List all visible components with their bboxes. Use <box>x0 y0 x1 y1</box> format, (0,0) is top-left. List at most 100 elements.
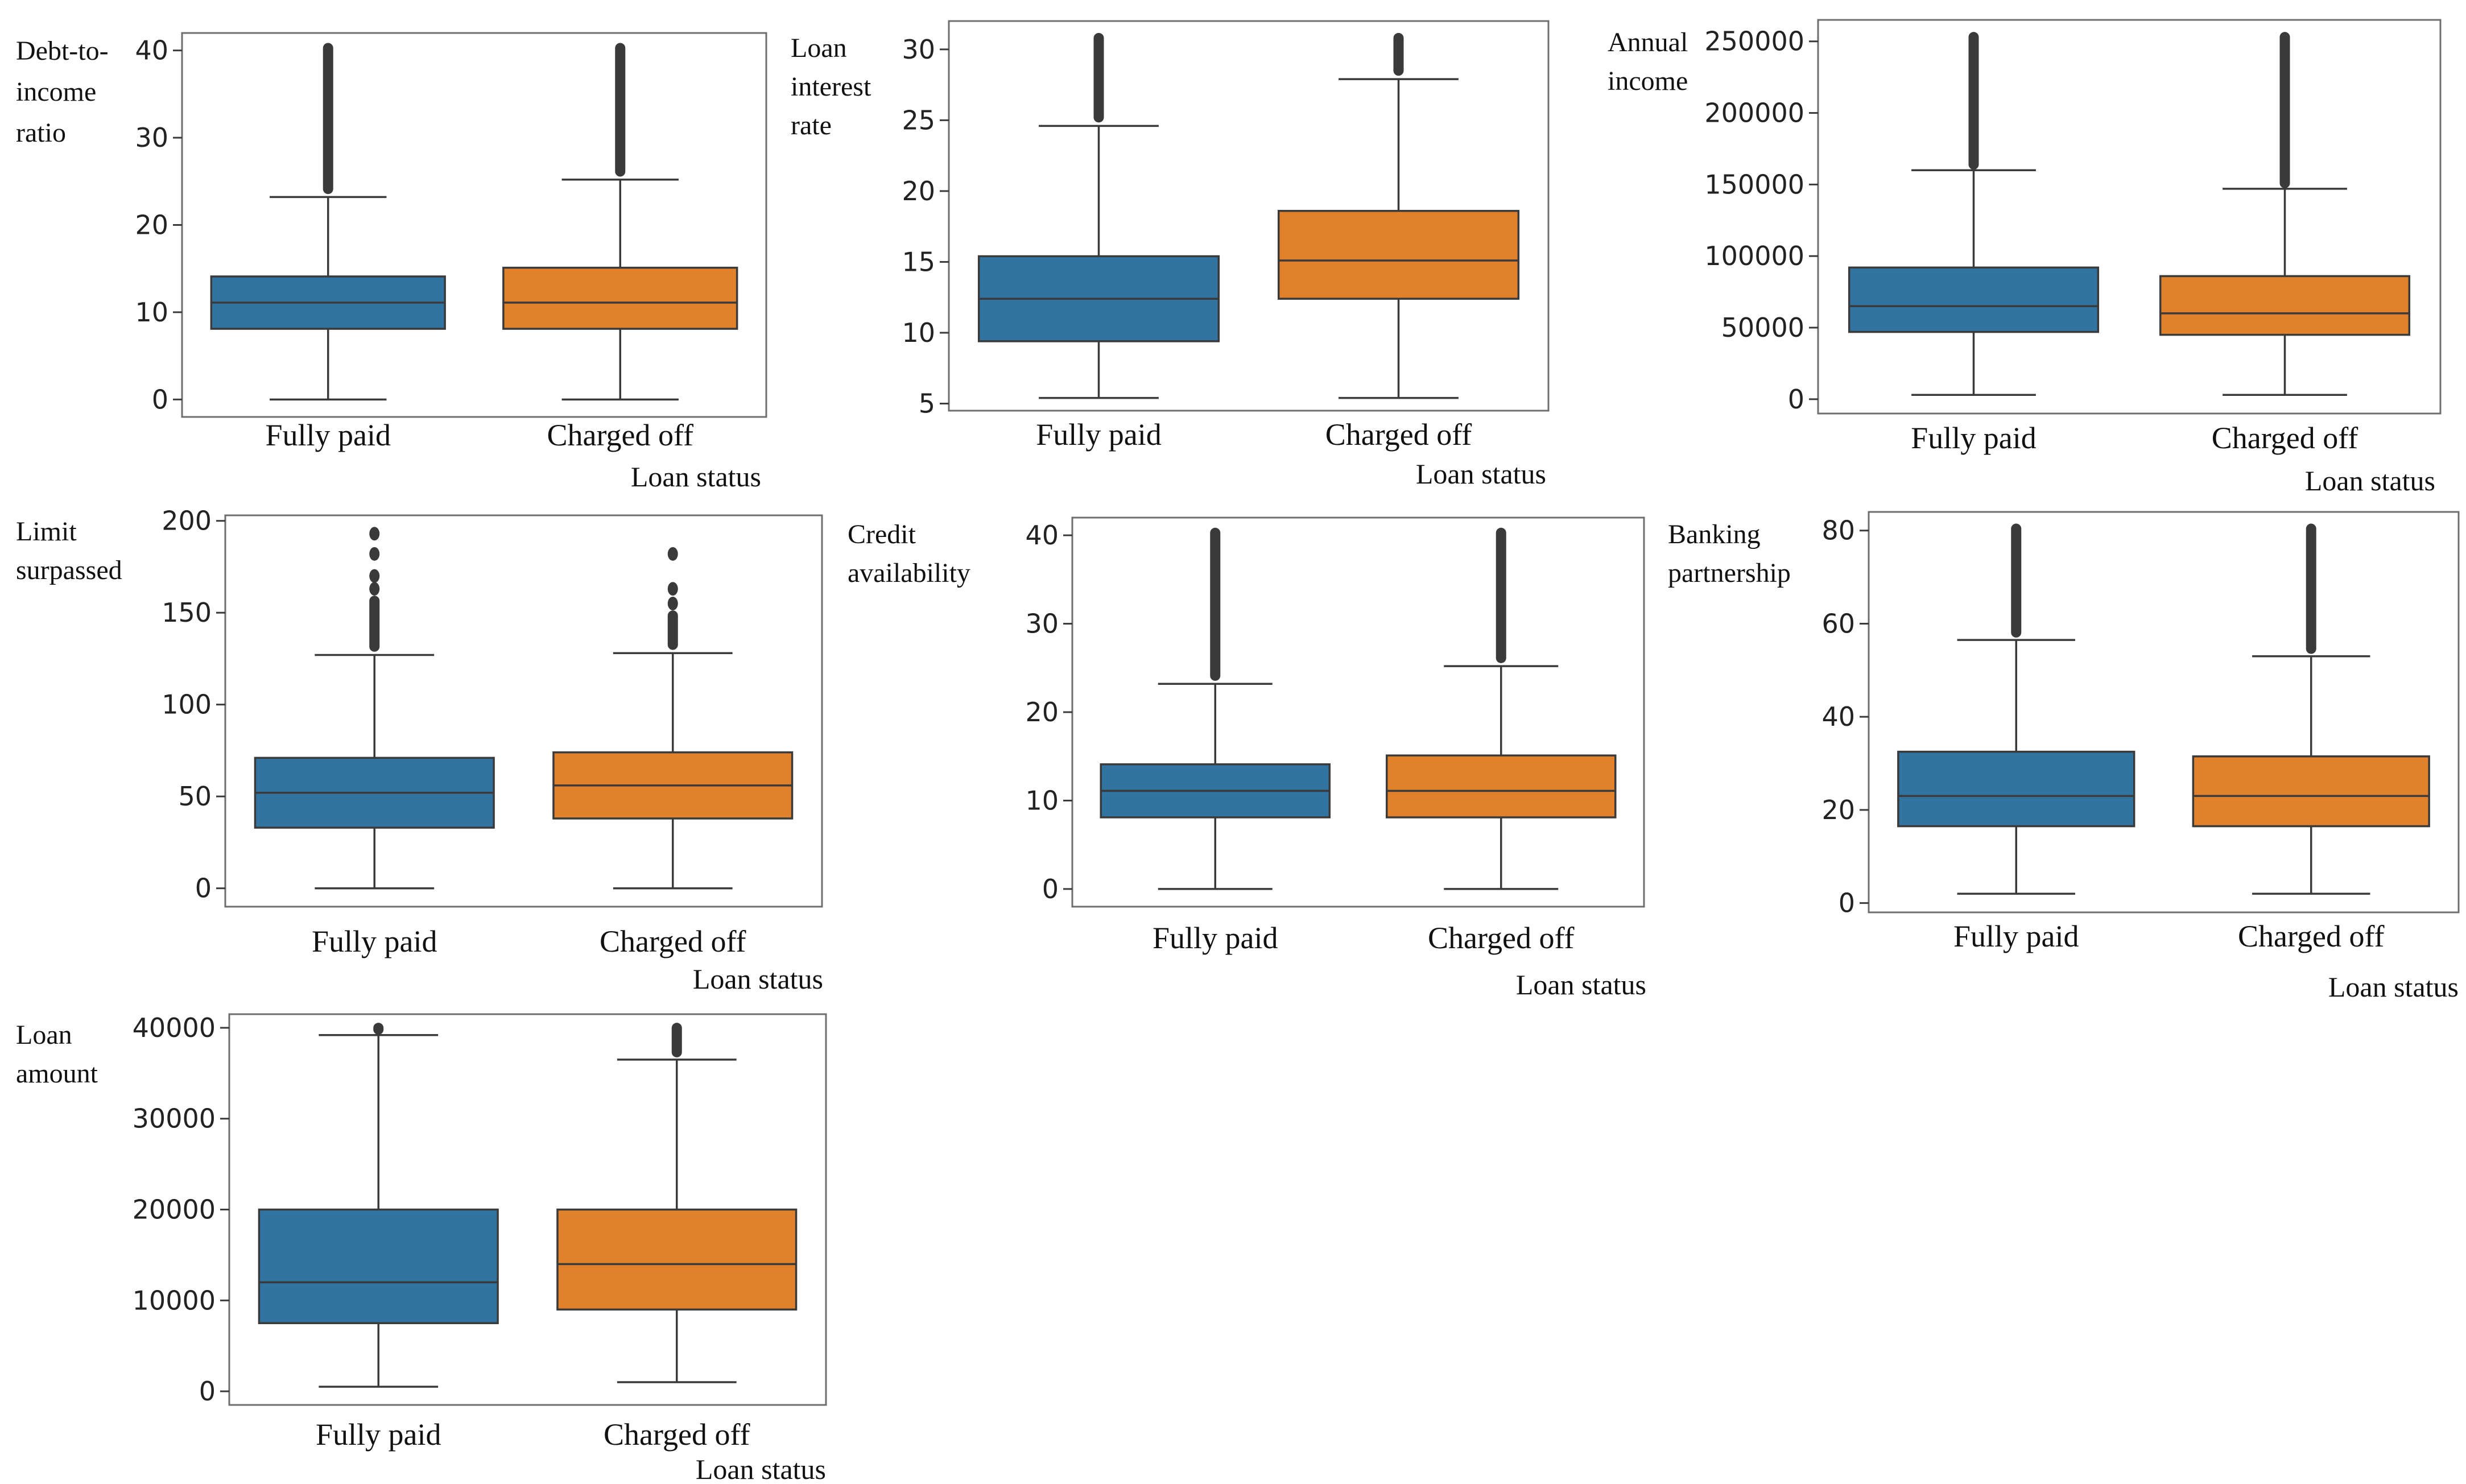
y-tick-label: 60 <box>1821 608 1855 639</box>
outlier-band <box>373 1023 384 1035</box>
box-fully-paid <box>210 43 446 401</box>
category-label: Charged off <box>2212 421 2358 455</box>
y-tick-label: 15 <box>902 246 935 277</box>
iqr-box <box>502 266 738 330</box>
iqr-box <box>1848 266 2100 333</box>
outlier-band <box>1210 527 1221 681</box>
y-tick-label: 150 <box>162 597 212 628</box>
category-label: Fully paid <box>1953 919 2079 953</box>
box-fully-paid <box>1897 523 2135 895</box>
y-axis-title: surpassed <box>16 555 122 585</box>
box-fully-paid <box>254 527 495 890</box>
outlier-band <box>1968 32 1979 170</box>
y-axis-title: Loan <box>16 1020 72 1050</box>
x-axis-title: Loan status <box>1516 969 1646 1001</box>
box-charged-off <box>552 547 794 890</box>
iqr-box <box>2159 275 2411 336</box>
plot-frame <box>224 514 823 908</box>
iqr-box <box>1897 750 2135 828</box>
y-tick-label: 25 <box>902 105 935 135</box>
x-axis-title: Loan status <box>2328 971 2459 1003</box>
y-tick-label: 30 <box>902 34 935 65</box>
x-axis-title: Loan status <box>693 963 823 995</box>
y-tick-label: 40 <box>1025 520 1059 551</box>
y-tick-label: 10 <box>902 317 935 348</box>
outlier-point <box>369 569 380 583</box>
category-label: Fully paid <box>1911 421 2037 455</box>
iqr-box <box>2192 755 2430 828</box>
y-tick-label: 50 <box>178 781 212 812</box>
y-tick-label: 100 <box>162 689 212 720</box>
outlier-band <box>1093 32 1104 123</box>
y-tick-label: 40 <box>1821 701 1855 732</box>
y-axis-title: rate <box>791 110 832 140</box>
outlier-band <box>2011 523 2022 638</box>
y-tick-label: 0 <box>199 1376 216 1407</box>
category-label: Charged off <box>1428 921 1574 955</box>
y-tick-label: 200 <box>162 506 212 536</box>
y-tick-label: 10 <box>135 297 168 328</box>
box-fully-paid <box>1100 527 1331 890</box>
outlier-point <box>667 547 678 561</box>
y-axis-title: Limit <box>16 516 77 547</box>
category-label: Fully paid <box>265 418 391 452</box>
y-tick-label: 30 <box>135 122 168 153</box>
panel-amount: 0 10000 20000 30000 40000 Loan amount Fully pai… <box>16 1012 827 1484</box>
outlier-point <box>667 597 678 611</box>
y-tick-label: 20 <box>1821 795 1855 825</box>
panel-limit: 0 50 100 150 200 Limit surpassed Fully paid Char… <box>16 506 823 995</box>
y-axis-title: Banking <box>1668 519 1761 549</box>
y-axis-title: Credit <box>848 519 916 549</box>
iqr-box <box>1277 210 1520 300</box>
panel-credit: 0 10 20 30 40 Credit availability Fully paid Cha… <box>848 516 1646 1001</box>
outlier-band <box>667 610 678 650</box>
y-tick-label: 150000 <box>1704 169 1804 200</box>
y-tick-label: 20 <box>135 210 168 241</box>
y-axis-title: Annual <box>1608 27 1688 57</box>
x-axis-title: Loan status <box>631 461 761 493</box>
box-charged-off <box>1386 527 1617 890</box>
y-axis-title: Loan <box>791 33 847 63</box>
x-axis-title: Loan status <box>2305 465 2435 497</box>
y-axis-title: ratio <box>16 118 66 148</box>
y-tick-label: 20 <box>902 176 935 206</box>
panel-interest: 5 10 15 20 25 30 Loan interest rate Fully paid Cha… <box>791 20 1550 490</box>
y-tick-label: 5 <box>919 388 935 419</box>
category-label: Charged off <box>1325 417 1472 452</box>
y-axis-title: availability <box>848 558 970 588</box>
y-tick-label: 200000 <box>1704 98 1804 129</box>
panel-dti: 0 10 20 30 40 Debt-to-income ratio Fully paid Ch… <box>16 32 767 493</box>
outlier-band <box>615 43 626 177</box>
y-tick-label: 0 <box>1788 384 1804 415</box>
box-charged-off <box>2159 32 2411 396</box>
y-tick-label: 0 <box>1042 874 1059 904</box>
outlier-band <box>671 1023 682 1057</box>
plot-frame <box>948 20 1550 412</box>
outlier-point <box>369 547 380 561</box>
x-axis-title: Loan status <box>1416 458 1546 490</box>
outlier-band <box>2306 523 2316 654</box>
outlier-point <box>369 582 380 596</box>
outlier-band <box>1393 32 1404 76</box>
box-charged-off <box>502 43 738 401</box>
y-tick-label: 20000 <box>133 1194 216 1225</box>
box-charged-off <box>556 1023 798 1383</box>
box-charged-off <box>1277 32 1520 399</box>
y-tick-label: 30 <box>1025 609 1059 639</box>
panel-banking: 0 20 40 60 80 Banking partnership Fully paid Cha… <box>1668 511 2460 1003</box>
y-tick-label: 250000 <box>1704 26 1804 57</box>
y-tick-label: 40000 <box>133 1012 216 1043</box>
iqr-box <box>556 1208 798 1311</box>
category-label: Charged off <box>547 418 693 452</box>
outlier-point <box>667 582 678 596</box>
iqr-box <box>258 1208 499 1324</box>
y-tick-label: 50000 <box>1721 312 1804 343</box>
plot-frame <box>1868 511 2460 913</box>
box-fully-paid <box>1848 32 2100 396</box>
category-label: Charged off <box>604 1417 750 1452</box>
y-tick-label: 0 <box>152 384 168 415</box>
y-tick-label: 100000 <box>1704 241 1804 271</box>
outlier-band <box>1496 527 1506 663</box>
category-label: Fully paid <box>312 924 437 958</box>
